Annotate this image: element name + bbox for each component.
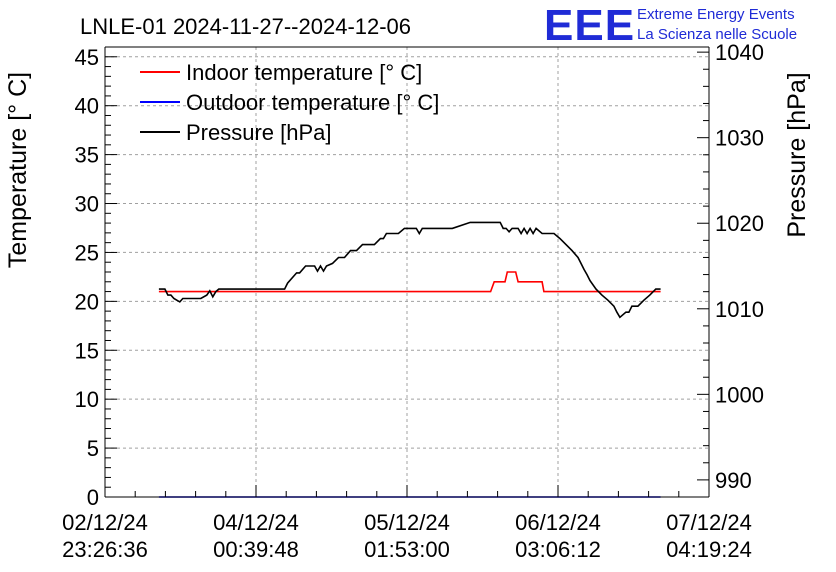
grid <box>105 47 709 497</box>
x-tick-date-0: 02/12/24 <box>62 510 148 535</box>
legend-label-indoor: Indoor temperature [° C] <box>186 60 422 85</box>
x-tick-date-3: 06/12/24 <box>515 510 601 535</box>
x-tick-date-4: 07/12/24 <box>666 510 752 535</box>
y-tick-label-8: 40 <box>75 94 99 119</box>
legend-label-outdoor: Outdoor temperature [° C] <box>186 90 439 115</box>
y2-tick-label-4: 1030 <box>715 126 764 151</box>
tick-labels: 0 5 10 15 20 25 30 35 40 45 990 1000 1010 1020 1030 104… <box>62 40 764 562</box>
y-tick-label-0: 0 <box>87 485 99 510</box>
legend-label-pressure: Pressure [hPa] <box>186 120 332 145</box>
logo-line-1: Extreme Energy Events <box>637 6 795 23</box>
series-group <box>158 221 661 498</box>
series-indoor-temperature <box>158 271 661 293</box>
y-axis-label: Temperature [° C] <box>4 72 32 268</box>
y2-tick-label-0: 990 <box>715 468 752 493</box>
y2-tick-label-5: 1040 <box>715 40 764 65</box>
x-tick-time-4: 04:19:24 <box>666 537 752 562</box>
x-tick-date-1: 04/12/24 <box>213 510 299 535</box>
y2-tick-label-1: 1000 <box>715 382 764 407</box>
logo-mark: EEE <box>544 1 635 50</box>
y2-tick-label-2: 1010 <box>715 297 764 322</box>
y-tick-label-3: 15 <box>75 338 99 363</box>
x-tick-time-0: 23:26:36 <box>62 537 148 562</box>
y-tick-label-5: 25 <box>75 240 99 265</box>
x-tick-time-2: 01:53:00 <box>364 537 450 562</box>
y-tick-label-9: 45 <box>75 45 99 70</box>
y-tick-label-1: 5 <box>87 436 99 461</box>
legend: Indoor temperature [° C] Outdoor tempera… <box>140 60 439 145</box>
y-tick-label-4: 20 <box>75 289 99 314</box>
y2-axis-label: Pressure [hPa] <box>783 72 811 237</box>
y-tick-label-2: 10 <box>75 387 99 412</box>
x-tick-time-3: 03:06:12 <box>515 537 601 562</box>
y-tick-label-6: 30 <box>75 192 99 217</box>
chart-title: LNLE-01 2024-11-27--2024-12-06 <box>80 14 411 39</box>
axes <box>104 46 710 498</box>
logo-line-2: La Scienza nelle Scuole <box>637 26 797 43</box>
x-tick-date-2: 05/12/24 <box>364 510 450 535</box>
x-tick-time-1: 00:39:48 <box>213 537 299 562</box>
y-tick-label-7: 35 <box>75 143 99 168</box>
series-pressure <box>158 221 661 319</box>
y2-tick-label-3: 1020 <box>715 211 764 236</box>
eee-logo: EEE Extreme Energy Events La Scienza nel… <box>544 1 797 50</box>
